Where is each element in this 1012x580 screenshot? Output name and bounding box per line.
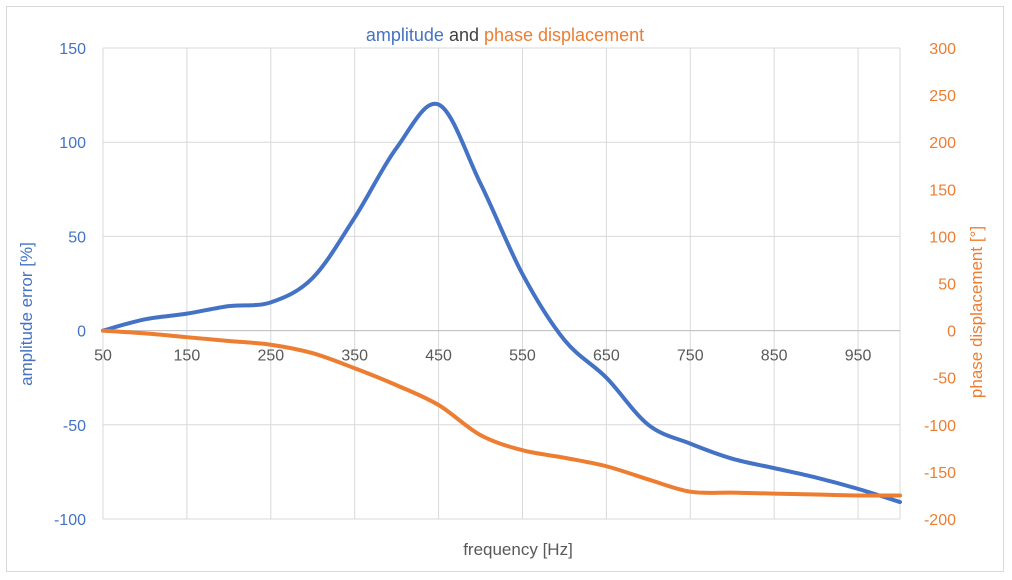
y-left-tick-label: 0 [77, 324, 86, 341]
y-right-tick-label: -50 [933, 371, 956, 388]
x-tick-label: 450 [425, 348, 452, 365]
title-part-connector: and [444, 25, 484, 45]
x-tick-label: 250 [257, 348, 284, 365]
series-phase [101, 328, 902, 498]
x-tick-label: 850 [761, 348, 788, 365]
x-tick-label: 750 [677, 348, 704, 365]
y-left-tick-label: 100 [59, 135, 86, 152]
x-tick-label: 350 [341, 348, 368, 365]
y-right-tick-label: -200 [924, 512, 956, 529]
series-line-phase [101, 328, 902, 498]
y-right-tick-label: 150 [929, 182, 956, 199]
y-right-tick-label: 250 [929, 88, 956, 105]
y-axis-left-title: amplitude error [%] [17, 242, 36, 386]
chart-area [6, 6, 1004, 572]
series-amplitude [101, 101, 902, 505]
y-right-tick-label: -150 [924, 465, 956, 482]
y-right-tick-label: 0 [947, 324, 956, 341]
tick-labels: 50 150 250 350 450 550 650 750 850 950 150 100 50 0 -5… [54, 41, 956, 529]
x-tick-label: 50 [94, 348, 112, 365]
x-tick-label: 550 [509, 348, 536, 365]
x-tick-label: 650 [593, 348, 620, 365]
title-part-phase: phase displacement [484, 25, 644, 45]
x-tick-label: 150 [174, 348, 201, 365]
y-left-tick-label: -100 [54, 512, 86, 529]
y-left-tick-label: 50 [68, 229, 86, 246]
gridlines [102, 47, 901, 520]
series-line-amplitude [101, 101, 902, 505]
y-right-tick-label: -100 [924, 418, 956, 435]
series-layer [101, 101, 902, 505]
x-tick-label: 950 [845, 348, 872, 365]
y-left-tick-label: -50 [63, 418, 86, 435]
y-right-tick-label: 200 [929, 135, 956, 152]
y-right-tick-label: 50 [938, 277, 956, 294]
x-axis-title: frequency [Hz] [463, 540, 573, 559]
title-part-amplitude: amplitude [366, 25, 444, 45]
y-axis-right-title: phase displacement [°] [967, 226, 986, 398]
y-right-tick-label: 100 [929, 229, 956, 246]
y-left-tick-label: 150 [59, 41, 86, 58]
y-right-tick-label: 300 [929, 41, 956, 58]
chart-title: amplitude and phase displacement [366, 25, 644, 45]
